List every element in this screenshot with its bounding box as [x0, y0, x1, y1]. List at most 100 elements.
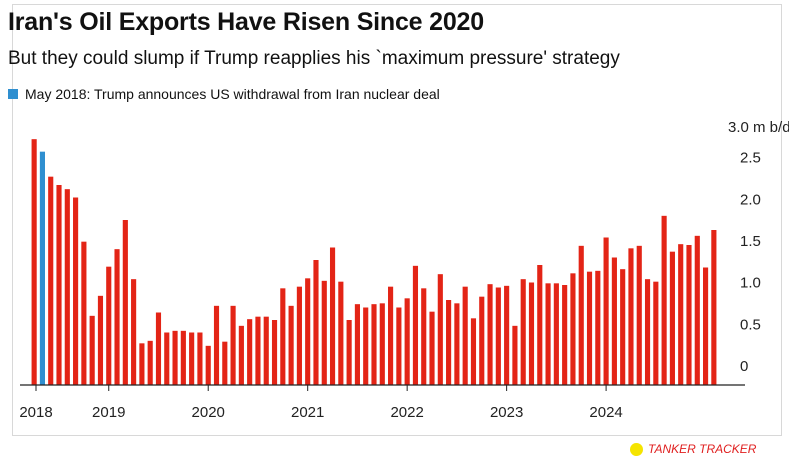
bar — [56, 185, 62, 385]
bar — [346, 320, 352, 385]
bar — [570, 273, 576, 385]
bar — [172, 330, 178, 385]
bar — [106, 266, 112, 385]
chart-title: Iran's Oil Exports Have Risen Since 2020 — [8, 8, 484, 36]
bar — [678, 244, 684, 385]
chart-legend: May 2018: Trump announces US withdrawal … — [8, 86, 440, 102]
bar — [247, 319, 253, 385]
bar — [454, 303, 460, 385]
brand-dot-icon — [630, 442, 643, 456]
bar — [263, 316, 269, 385]
y-tick-label: 0 — [740, 358, 748, 375]
bar — [578, 245, 584, 385]
bar — [205, 345, 211, 385]
bar — [628, 248, 634, 385]
bar — [81, 241, 87, 385]
x-axis-ticks: 2018 2019 2020 2021 2022 2023 2024 — [19, 385, 623, 421]
bar — [363, 307, 369, 385]
bar — [661, 215, 667, 385]
y-unit-label: 3.0 m b/d — [728, 119, 789, 136]
brand-label: TANKER TRACKER — [648, 442, 757, 456]
bar — [139, 343, 145, 385]
bar — [512, 325, 518, 385]
bar — [97, 295, 104, 385]
bar — [222, 341, 228, 385]
bar — [487, 284, 493, 385]
bar — [562, 285, 568, 385]
bar — [620, 269, 626, 385]
bar — [379, 303, 385, 385]
bar — [479, 296, 485, 385]
bar — [48, 176, 54, 385]
bar — [280, 288, 286, 385]
y-tick-label: 1.5 — [740, 233, 761, 250]
bar — [603, 237, 609, 385]
bar — [371, 304, 377, 385]
y-axis-labels: 3.0 m b/d 0 0.5 1.0 1.5 2.0 2.5 — [728, 119, 789, 375]
x-tick-label: 2022 — [390, 404, 423, 421]
bar — [31, 139, 37, 385]
bar — [147, 340, 153, 385]
bar — [595, 270, 601, 385]
bar — [180, 330, 186, 385]
bar — [296, 286, 302, 385]
y-tick-label: 2.0 — [740, 191, 761, 208]
bar — [131, 279, 137, 385]
legend-swatch — [8, 89, 18, 99]
x-tick-label: 2019 — [92, 404, 125, 421]
bar — [313, 260, 319, 385]
x-tick-label: 2023 — [490, 404, 523, 421]
bar — [669, 251, 675, 385]
bar — [404, 298, 410, 385]
bar — [653, 281, 659, 385]
bar — [686, 245, 692, 385]
bar — [437, 274, 443, 385]
bar — [703, 267, 709, 385]
bar — [545, 283, 551, 385]
bar — [504, 285, 510, 385]
bar — [164, 332, 170, 385]
source-credit: TANKER TRACKER — [630, 442, 756, 456]
bar — [354, 304, 360, 385]
bar — [694, 235, 700, 385]
bar — [446, 300, 452, 385]
bar — [412, 265, 419, 385]
bar — [520, 279, 526, 385]
bar — [338, 281, 344, 385]
x-tick-label: 2021 — [291, 404, 324, 421]
x-tick-label: 2018 — [19, 404, 52, 421]
x-tick-label: 2024 — [589, 404, 622, 421]
bar — [189, 332, 195, 385]
bar — [462, 286, 468, 385]
bar-highlight — [39, 151, 45, 385]
bar — [271, 320, 278, 385]
bar — [122, 220, 128, 385]
bar — [611, 257, 617, 385]
bar — [197, 332, 203, 385]
bar — [288, 305, 294, 385]
bar — [155, 312, 162, 385]
legend-label: May 2018: Trump announces US withdrawal … — [25, 86, 440, 102]
bar — [321, 280, 327, 385]
bar — [495, 287, 501, 385]
bar — [388, 286, 394, 385]
bar — [230, 305, 236, 385]
bar — [114, 249, 120, 385]
y-tick-label: 2.5 — [740, 150, 761, 167]
bar — [537, 265, 543, 385]
bar — [89, 315, 95, 385]
bar — [396, 307, 402, 385]
y-tick-label: 1.0 — [740, 275, 761, 292]
bar — [586, 271, 593, 385]
bar — [329, 247, 336, 385]
bar — [553, 283, 559, 385]
y-tick-label: 0.5 — [740, 316, 761, 333]
bar — [64, 189, 70, 385]
chart-subtitle: But they could slump if Trump reapplies … — [8, 48, 620, 69]
bar — [636, 245, 642, 385]
bar — [238, 325, 244, 385]
bar — [644, 279, 651, 385]
bar — [73, 197, 79, 385]
bar-series — [31, 139, 717, 385]
